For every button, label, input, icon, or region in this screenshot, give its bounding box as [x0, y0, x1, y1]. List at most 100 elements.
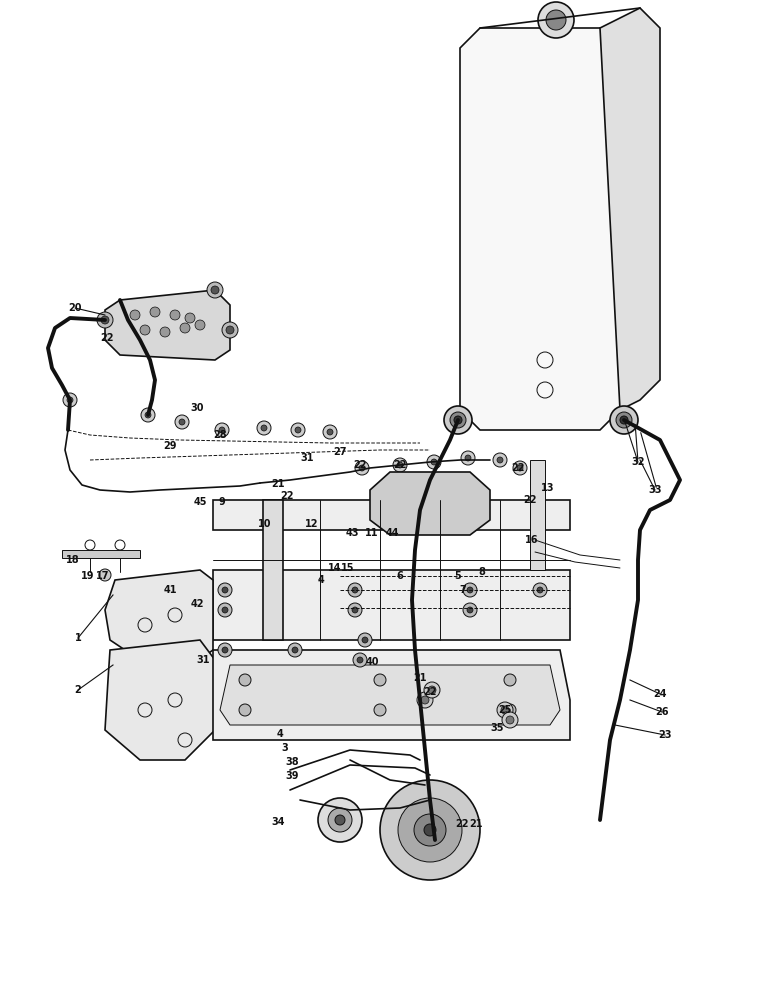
Text: 31: 31 [300, 453, 313, 463]
Text: 32: 32 [631, 457, 645, 467]
Circle shape [211, 286, 219, 294]
Circle shape [215, 423, 229, 437]
Text: 22: 22 [393, 460, 407, 470]
Circle shape [175, 415, 189, 429]
Text: 38: 38 [285, 757, 299, 767]
Circle shape [222, 587, 228, 593]
Circle shape [463, 603, 477, 617]
Circle shape [497, 702, 513, 718]
Text: 22: 22 [511, 463, 525, 473]
Circle shape [504, 704, 516, 716]
Text: 27: 27 [334, 447, 347, 457]
Circle shape [145, 412, 151, 418]
Text: 20: 20 [68, 303, 82, 313]
Text: 42: 42 [190, 599, 204, 609]
Circle shape [352, 607, 358, 613]
Text: 41: 41 [163, 585, 177, 595]
Circle shape [463, 583, 477, 597]
Polygon shape [105, 570, 213, 670]
Circle shape [160, 327, 170, 337]
Circle shape [493, 453, 507, 467]
Text: 10: 10 [259, 519, 272, 529]
Circle shape [444, 406, 472, 434]
Circle shape [504, 674, 516, 686]
Circle shape [467, 607, 473, 613]
Circle shape [421, 696, 429, 704]
Circle shape [63, 393, 77, 407]
Circle shape [450, 412, 466, 428]
Text: 12: 12 [305, 519, 319, 529]
Circle shape [355, 461, 369, 475]
Polygon shape [105, 290, 230, 360]
Circle shape [620, 416, 628, 424]
Text: 6: 6 [397, 571, 404, 581]
Text: 22: 22 [455, 819, 469, 829]
Text: 22: 22 [280, 491, 294, 501]
Circle shape [362, 637, 368, 643]
Text: 14: 14 [328, 563, 342, 573]
Circle shape [328, 808, 352, 832]
Circle shape [357, 657, 363, 663]
Circle shape [380, 780, 480, 880]
Polygon shape [600, 8, 660, 410]
Text: 17: 17 [96, 571, 110, 581]
Circle shape [431, 459, 437, 465]
Circle shape [101, 316, 109, 324]
Circle shape [180, 323, 190, 333]
Text: 5: 5 [455, 571, 462, 581]
Polygon shape [263, 500, 283, 640]
Circle shape [461, 451, 475, 465]
Polygon shape [213, 570, 570, 640]
Circle shape [465, 455, 471, 461]
Circle shape [533, 583, 547, 597]
Circle shape [261, 425, 267, 431]
Circle shape [141, 408, 155, 422]
Polygon shape [155, 580, 200, 600]
Circle shape [97, 312, 113, 328]
Text: 22: 22 [100, 333, 113, 343]
Text: 31: 31 [196, 655, 210, 665]
Circle shape [218, 603, 232, 617]
Text: 39: 39 [285, 771, 299, 781]
Circle shape [414, 814, 446, 846]
Circle shape [537, 587, 543, 593]
Polygon shape [220, 665, 560, 725]
Text: 8: 8 [479, 567, 486, 577]
Polygon shape [460, 28, 620, 430]
Text: 28: 28 [213, 430, 227, 440]
Text: 15: 15 [341, 563, 355, 573]
Circle shape [417, 692, 433, 708]
Polygon shape [213, 500, 570, 530]
Circle shape [318, 798, 362, 842]
Text: 3: 3 [282, 743, 289, 753]
Circle shape [428, 686, 436, 694]
Text: 13: 13 [541, 483, 555, 493]
Circle shape [150, 307, 160, 317]
Text: 2: 2 [75, 685, 81, 695]
Circle shape [424, 682, 440, 698]
Circle shape [222, 647, 228, 653]
Circle shape [352, 587, 358, 593]
Circle shape [185, 313, 195, 323]
Text: 16: 16 [525, 535, 539, 545]
Circle shape [610, 406, 638, 434]
Text: 40: 40 [365, 657, 379, 667]
Text: 1: 1 [75, 633, 81, 643]
Polygon shape [213, 650, 570, 740]
Circle shape [454, 416, 462, 424]
Circle shape [295, 427, 301, 433]
Text: 21: 21 [271, 479, 285, 489]
Circle shape [348, 603, 362, 617]
Circle shape [335, 815, 345, 825]
Text: 4: 4 [317, 575, 324, 585]
Circle shape [292, 647, 298, 653]
Text: 24: 24 [653, 689, 667, 699]
Polygon shape [105, 640, 215, 760]
Text: 22: 22 [423, 687, 437, 697]
Circle shape [513, 461, 527, 475]
Text: 43: 43 [345, 528, 359, 538]
Circle shape [222, 607, 228, 613]
Text: 18: 18 [66, 555, 80, 565]
Circle shape [374, 674, 386, 686]
Circle shape [257, 421, 271, 435]
